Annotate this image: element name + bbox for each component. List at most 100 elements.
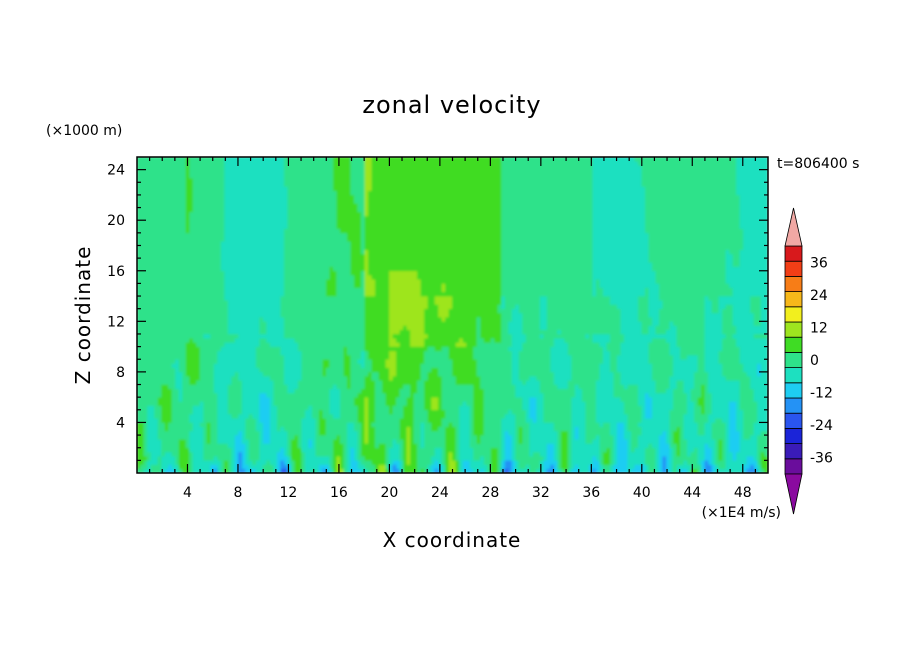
heatmap-cell	[543, 333, 587, 339]
heatmap-cell	[637, 396, 646, 402]
heatmap-cell	[297, 438, 303, 444]
heatmap-cell	[736, 177, 768, 183]
heatmap-cell	[403, 384, 411, 390]
heatmap-cell	[571, 468, 579, 473]
heatmap-cell	[283, 367, 303, 373]
heatmap-cell	[410, 438, 415, 444]
heatmap-cell	[364, 228, 502, 234]
heatmap-cell	[687, 409, 695, 415]
heatmap-cell	[701, 464, 706, 470]
heatmap-cell	[490, 447, 499, 453]
heatmap-cell	[326, 291, 338, 297]
heatmap-cell	[220, 253, 285, 259]
heatmap-cell	[137, 337, 190, 343]
heatmap-cell	[529, 375, 537, 381]
heatmap-cell	[304, 464, 320, 470]
heatmap-cell	[652, 367, 674, 373]
heatmap-cell	[715, 447, 720, 453]
heatmap-cell	[137, 464, 141, 470]
heatmap-cell	[203, 430, 208, 436]
heatmap-cell	[732, 304, 751, 309]
heatmap-cell	[420, 426, 425, 432]
heatmap-cell	[645, 460, 657, 465]
heatmap-cell	[224, 278, 285, 284]
heatmap-cell	[553, 422, 572, 427]
heatmap-cell	[424, 350, 450, 356]
heatmap-cell	[616, 434, 625, 440]
heatmap-cell	[637, 316, 653, 322]
heatmap-cell	[137, 396, 159, 402]
heatmap-cell	[501, 181, 594, 187]
heatmap-cell	[708, 413, 730, 419]
heatmap-cell	[525, 333, 541, 339]
heatmap-cell	[480, 375, 513, 381]
heatmap-cell	[760, 363, 768, 368]
heatmap-cell	[192, 422, 201, 427]
heatmap-cell	[192, 207, 225, 213]
heatmap-cell	[567, 464, 572, 470]
heatmap-cell	[722, 455, 727, 461]
heatmap-cell	[283, 363, 303, 368]
heatmap-cell	[137, 312, 229, 318]
heatmap-cell	[620, 375, 653, 381]
heatmap-cell	[389, 342, 401, 347]
heatmap-cell	[364, 245, 502, 250]
heatmap-cell	[501, 304, 506, 309]
heatmap-cell	[595, 287, 604, 293]
heatmap-cell	[241, 451, 246, 457]
heatmap-cell	[199, 371, 215, 377]
heatmap-cell	[137, 160, 187, 166]
heatmap-cell	[543, 413, 572, 419]
heatmap-cell	[217, 422, 246, 427]
heatmap-cell	[273, 396, 331, 402]
heatmap-cell	[680, 350, 706, 356]
heatmap-cell	[592, 270, 657, 276]
heatmap-cell	[259, 401, 271, 406]
heatmap-cell	[469, 443, 502, 449]
heatmap-cell	[599, 438, 615, 444]
heatmap-cell	[704, 384, 709, 390]
heatmap-cell	[301, 426, 317, 432]
heatmap-cell	[648, 236, 744, 242]
heatmap-cell	[571, 367, 601, 373]
heatmap-cell	[595, 384, 615, 390]
heatmap-cell	[736, 337, 768, 343]
heatmap-cell	[680, 434, 685, 440]
heatmap-cell	[255, 363, 285, 368]
heatmap-cell	[704, 422, 713, 427]
heatmap-cell	[350, 380, 366, 385]
heatmap-cell	[336, 291, 366, 297]
heatmap-cell	[137, 266, 222, 272]
heatmap-cell	[318, 417, 327, 423]
heatmap-cell	[364, 413, 369, 419]
chart-title: zonal velocity	[362, 91, 541, 119]
heatmap-cell	[592, 291, 597, 297]
heatmap-cell	[385, 447, 390, 453]
heatmap-cell	[329, 363, 345, 368]
heatmap-cell	[609, 358, 618, 364]
heatmap-cell	[592, 455, 597, 461]
heatmap-cell	[329, 455, 334, 461]
heatmap-cell	[515, 304, 520, 309]
heatmap-cell	[371, 160, 502, 166]
heatmap-cell	[732, 287, 768, 293]
heatmap-cell	[224, 169, 285, 175]
heatmap-cell	[602, 291, 646, 297]
heatmap-cell	[571, 443, 601, 449]
heatmap-cell	[385, 358, 397, 364]
heatmap-cell	[231, 460, 236, 465]
heatmap-cell	[459, 438, 471, 444]
heatmap-cell	[255, 350, 282, 356]
heatmap-cell	[287, 224, 338, 229]
heatmap-cell	[189, 468, 194, 473]
heatmap-cell	[189, 173, 225, 179]
heatmap-cell	[196, 342, 225, 347]
heatmap-cell	[718, 358, 741, 364]
heatmap-cell	[613, 443, 618, 449]
heatmap-cell	[406, 426, 411, 432]
heatmap-cell	[669, 417, 685, 423]
heatmap-cell	[694, 413, 709, 419]
heatmap-cell	[245, 426, 257, 432]
heatmap-cell	[175, 367, 180, 373]
heatmap-cell	[630, 443, 639, 449]
